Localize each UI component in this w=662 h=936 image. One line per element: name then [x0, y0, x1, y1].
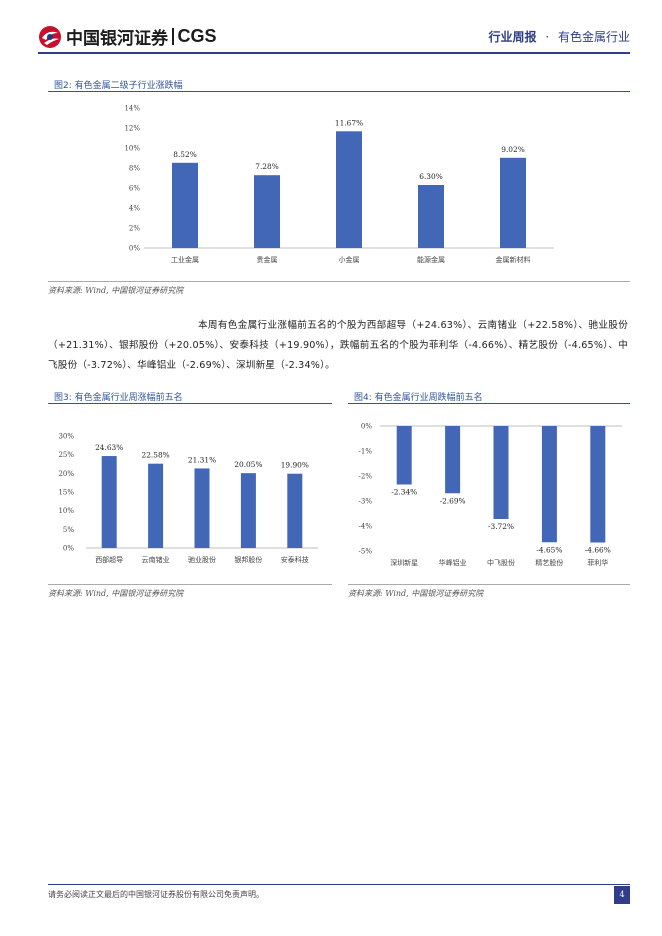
y-tick-label: 0% — [129, 245, 140, 253]
bar — [148, 463, 164, 548]
footer-rule — [48, 884, 630, 885]
bar — [336, 131, 362, 248]
y-tick-label: -5% — [359, 548, 373, 556]
fig4-title-rule — [348, 403, 630, 404]
y-tick-label: 5% — [63, 526, 74, 534]
report-category: 行业周报 · 有色金属行业 — [488, 28, 630, 45]
category-label: 中飞股份 — [487, 558, 515, 567]
y-tick-label: 4% — [129, 205, 140, 213]
y-tick-label: -4% — [359, 523, 373, 531]
y-tick-label: 12% — [124, 125, 140, 133]
data-label: -2.69% — [440, 496, 466, 505]
y-tick-label: 20% — [58, 470, 74, 478]
fig2-source: 资料来源: Wind, 中国银河证券研究院 — [48, 286, 184, 295]
y-tick-label: 10% — [124, 145, 140, 153]
y-tick-label: 0% — [63, 545, 74, 553]
fig3-chart: 0% 5% 10% 15% 20% 25% 30% 24.63% 西部超导 22.58% 云南锗业 2… — [58, 433, 318, 564]
bar — [418, 185, 444, 248]
category-label: 菲利华 — [587, 558, 608, 567]
category-label: 能源金属 — [417, 255, 445, 264]
brand-logo-icon — [39, 25, 61, 48]
category-label: 云南锗业 — [142, 555, 170, 564]
bar — [287, 473, 303, 548]
category-label: 西部超导 — [95, 555, 123, 564]
fig3-title-rule — [48, 403, 332, 404]
category-label: 小金属 — [339, 255, 360, 264]
data-label: -4.66% — [585, 546, 611, 555]
data-label: 22.58% — [142, 451, 170, 460]
y-tick-label: -3% — [359, 498, 373, 506]
data-label: -4.65% — [536, 545, 562, 554]
fig2-title-rule — [48, 91, 630, 92]
category-label: 金属新材料 — [496, 255, 531, 264]
category-label: 深圳新星 — [390, 558, 418, 567]
data-label: 20.05% — [234, 460, 262, 469]
data-label: 24.63% — [95, 443, 123, 452]
fig4-title: 图4: 有色金属行业周跌幅前五名 — [354, 393, 483, 403]
data-label: -3.72% — [488, 522, 514, 531]
bar — [493, 426, 509, 519]
y-tick-label: -1% — [359, 448, 373, 456]
y-tick-label: 10% — [58, 507, 74, 515]
industry-name: 有色金属行业 — [557, 30, 630, 44]
brand-logo: 中国银河证券 CGS — [38, 24, 217, 49]
brand-name-cn: 中国银河证券 — [66, 29, 168, 49]
fig2-chart: 0% 2% 4% 6% 8% 10% 12% 14% 8.52% 工业金属 7.28% 贵金属 11.6… — [124, 105, 554, 264]
category-label: 银邦股份 — [234, 555, 262, 564]
y-tick-label: 2% — [129, 225, 140, 233]
brand-divider — [172, 28, 174, 45]
category-label: 工业金属 — [171, 255, 199, 264]
data-label: 19.90% — [281, 461, 309, 470]
page-header: 中国银河证券 CGS 行业周报 · 有色金属行业 — [0, 0, 662, 70]
bar — [541, 426, 557, 543]
y-tick-label: 14% — [124, 105, 140, 113]
brand-name-en: CGS — [177, 26, 217, 46]
bar — [445, 426, 461, 494]
data-label: 21.31% — [188, 455, 216, 464]
y-tick-label: 15% — [58, 489, 74, 497]
bar — [172, 162, 198, 248]
category-label: 驰业股份 — [188, 555, 216, 564]
data-label: 8.52% — [173, 150, 196, 159]
header-separator: · — [545, 30, 550, 44]
footer-disclaimer: 请务必阅读正文最后的中国银河证券股份有限公司免责声明。 — [48, 890, 264, 899]
report-type: 行业周报 — [488, 30, 537, 44]
page-number: 4 — [614, 886, 630, 904]
header-rule — [38, 52, 630, 54]
y-tick-label: 6% — [129, 185, 140, 193]
fig2-source-rule — [48, 281, 630, 282]
fig3-title: 图3: 有色金属行业周涨幅前五名 — [54, 393, 183, 403]
y-tick-label: 0% — [361, 423, 372, 431]
summary-paragraph: 本周有色金属行业涨幅前五名的个股为西部超导（+24.63%）、云南锗业（+22.… — [48, 320, 628, 371]
bar — [500, 157, 526, 248]
y-tick-label: 8% — [129, 165, 140, 173]
fig3-source: 资料来源: Wind, 中国银河证券研究院 — [48, 589, 184, 598]
bar — [590, 426, 606, 543]
fig4-source: 资料来源: Wind, 中国银河证券研究院 — [348, 589, 484, 598]
y-tick-label: -2% — [359, 473, 373, 481]
category-label: 精艺股份 — [535, 558, 563, 567]
fig4-chart: 0% -1% -2% -3% -4% -5% -2.34% 深圳新星 -2.69% 华峰铝业 -3.… — [359, 423, 622, 567]
fig2-title: 图2: 有色金属二级子行业涨跌幅 — [54, 81, 183, 91]
fig3-source-rule — [48, 584, 332, 585]
data-label: 9.02% — [501, 145, 524, 154]
data-label: -2.34% — [391, 488, 417, 497]
category-label: 安泰科技 — [281, 555, 309, 564]
fig4-source-rule — [348, 584, 630, 585]
bar — [254, 175, 280, 248]
data-label: 11.67% — [335, 118, 363, 127]
bar — [194, 468, 210, 548]
bar — [240, 473, 256, 548]
bar — [396, 426, 412, 485]
y-tick-label: 30% — [58, 433, 74, 441]
category-label: 贵金属 — [257, 255, 278, 264]
category-label: 华峰铝业 — [439, 558, 467, 567]
data-label: 6.30% — [419, 172, 442, 181]
y-tick-label: 25% — [58, 451, 74, 459]
bar — [101, 456, 117, 548]
data-label: 7.28% — [255, 162, 278, 171]
